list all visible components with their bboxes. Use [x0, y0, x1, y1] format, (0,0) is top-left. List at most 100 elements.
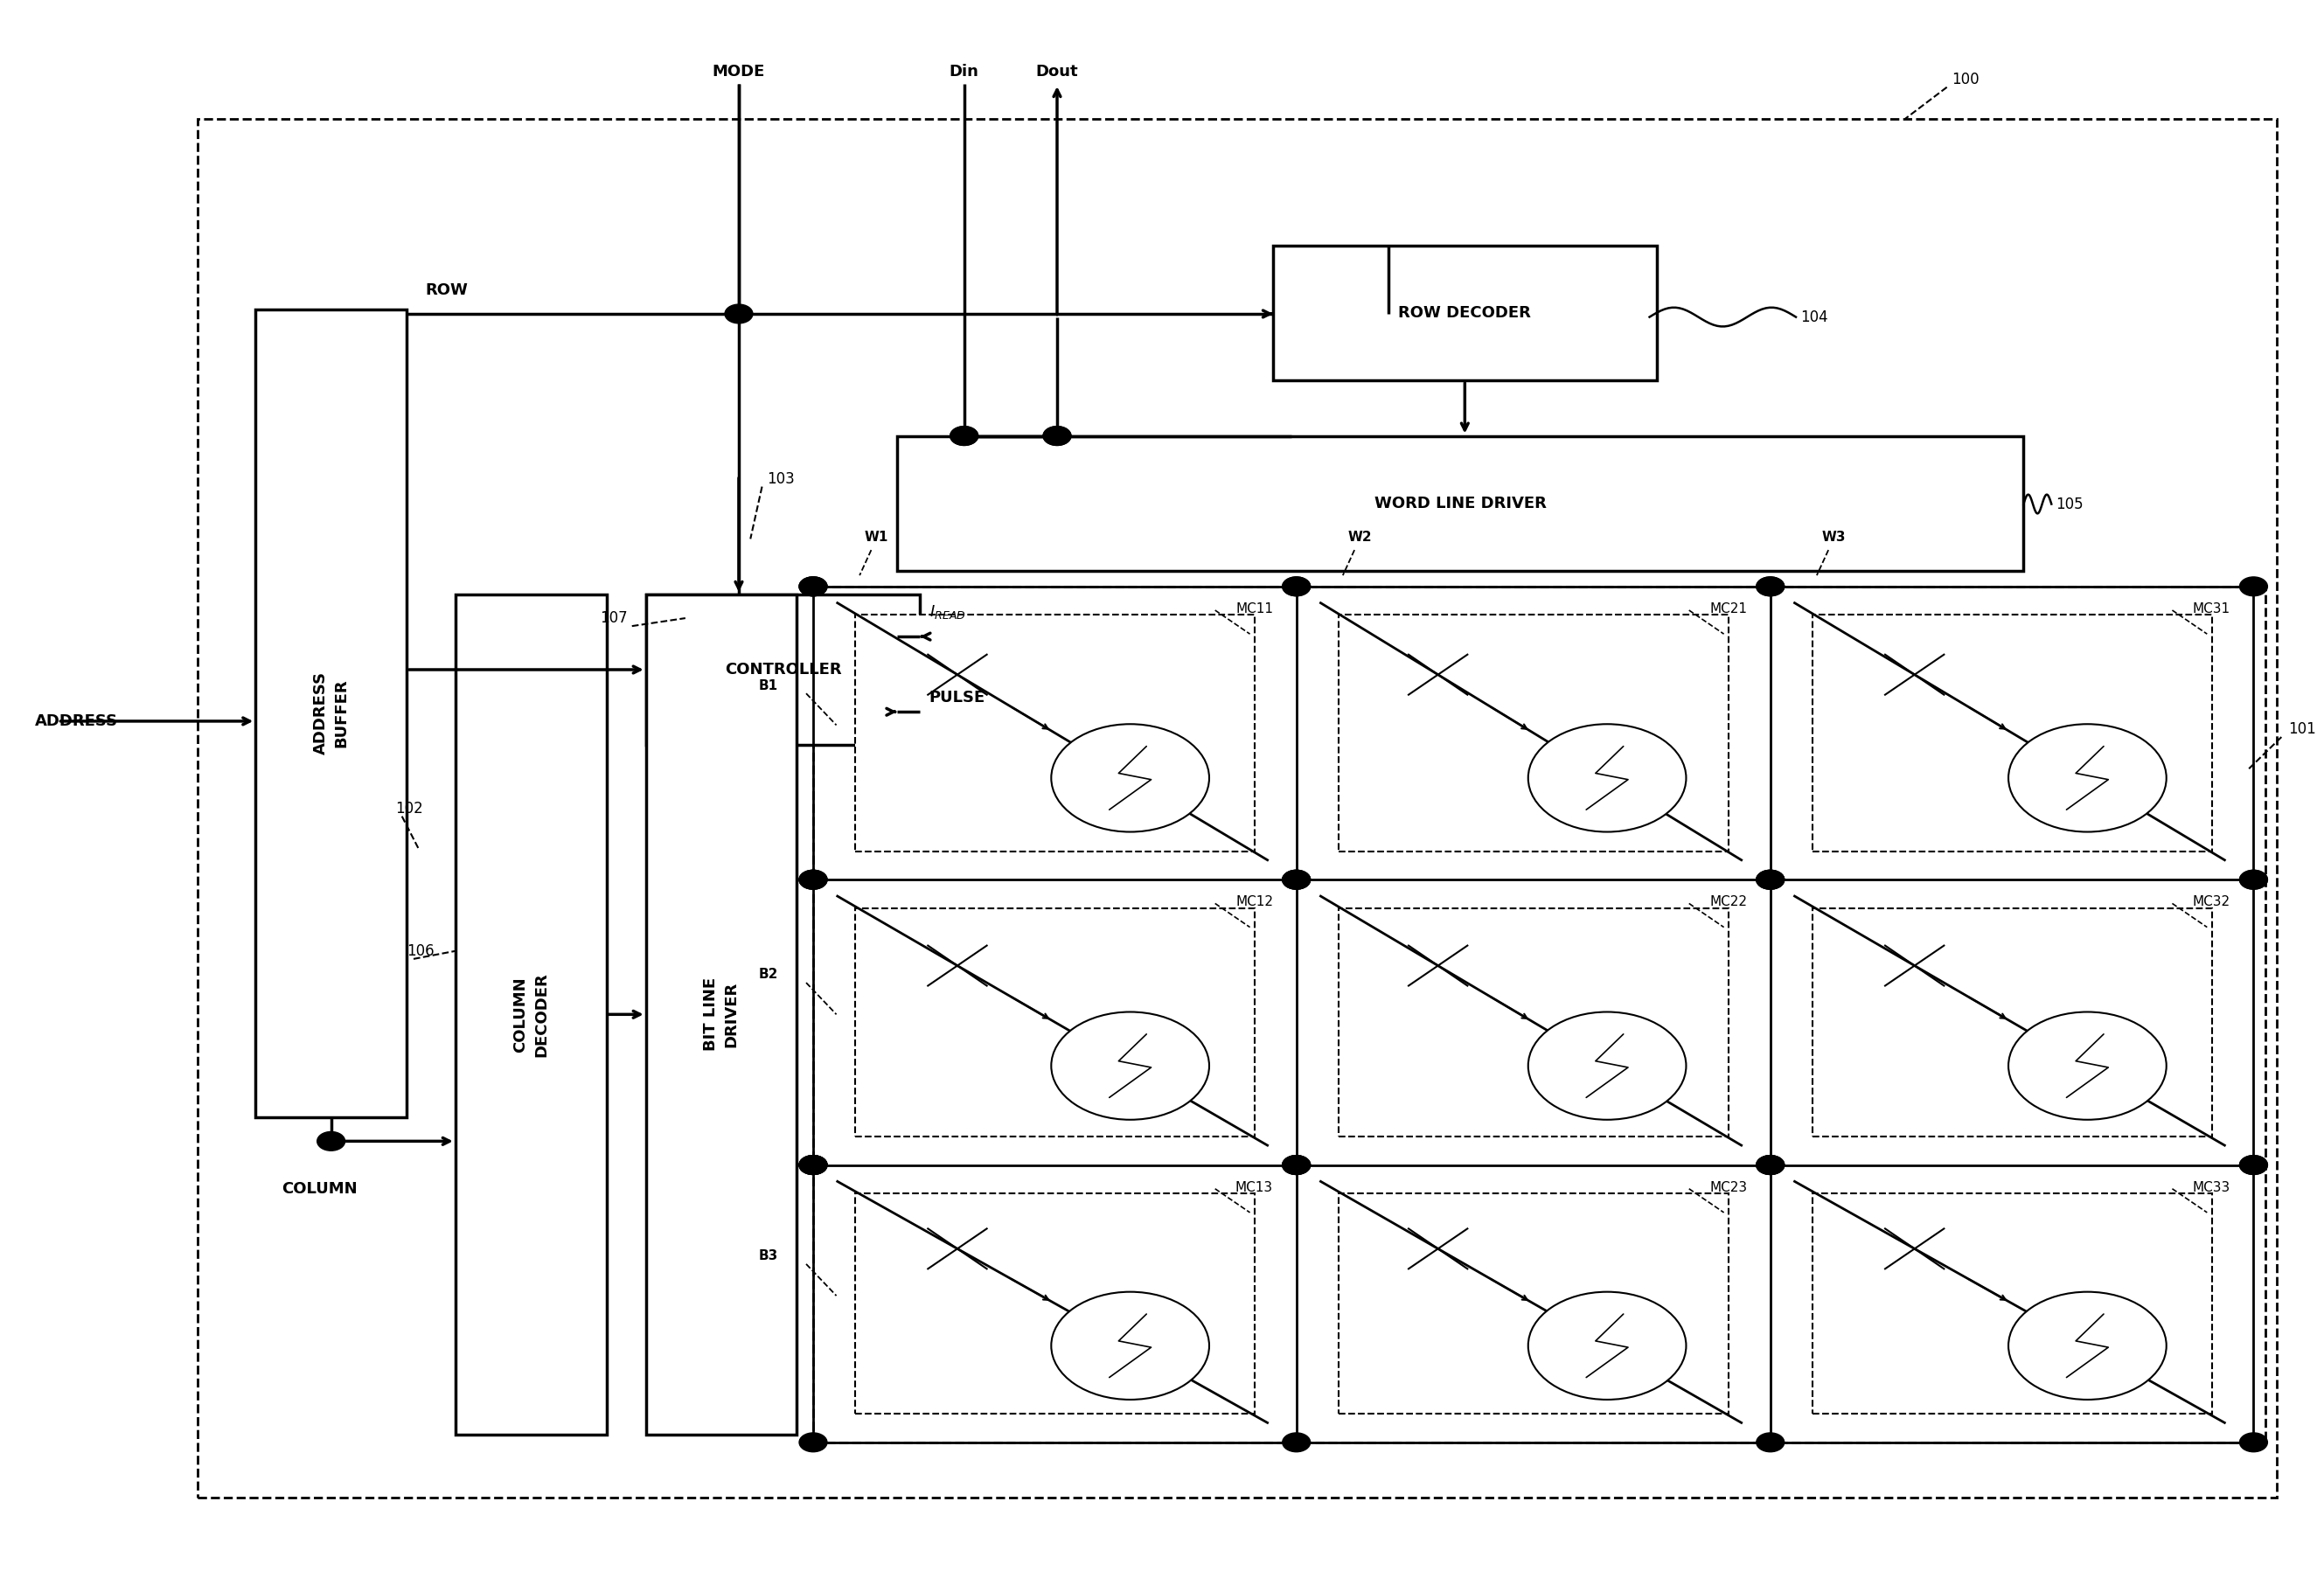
Text: MODE: MODE — [713, 63, 765, 79]
Circle shape — [799, 1155, 827, 1174]
Text: MC22: MC22 — [1710, 896, 1748, 908]
Text: 103: 103 — [767, 471, 795, 487]
Text: PULSE: PULSE — [930, 689, 985, 705]
Bar — [1339, 1194, 1729, 1414]
Circle shape — [1757, 1433, 1785, 1452]
Circle shape — [725, 304, 753, 323]
Text: W3: W3 — [1822, 531, 1845, 544]
Text: MC33: MC33 — [2192, 1181, 2231, 1194]
Bar — [646, 594, 920, 745]
Circle shape — [799, 577, 827, 596]
Circle shape — [2240, 870, 2268, 889]
Text: B1: B1 — [760, 678, 779, 693]
Circle shape — [799, 870, 827, 889]
Bar — [855, 1194, 1255, 1414]
Text: Dout: Dout — [1037, 63, 1078, 79]
Circle shape — [1757, 1155, 1785, 1174]
Circle shape — [951, 426, 978, 445]
Text: MC11: MC11 — [1236, 602, 1274, 615]
Text: MC21: MC21 — [1710, 602, 1748, 615]
Circle shape — [799, 870, 827, 889]
Circle shape — [1283, 1155, 1311, 1174]
Bar — [1339, 908, 1729, 1136]
Text: Din: Din — [948, 63, 978, 79]
Circle shape — [2008, 724, 2166, 832]
Text: MC13: MC13 — [1236, 1181, 1274, 1194]
Circle shape — [799, 870, 827, 889]
Circle shape — [1529, 724, 1687, 832]
Circle shape — [1283, 577, 1311, 596]
Circle shape — [1283, 1155, 1311, 1174]
Circle shape — [1050, 1011, 1208, 1119]
Bar — [1813, 615, 2212, 851]
Circle shape — [1757, 577, 1785, 596]
Text: ADDRESS
BUFFER: ADDRESS BUFFER — [314, 672, 349, 754]
Text: BIT LINE
DRIVER: BIT LINE DRIVER — [704, 978, 739, 1051]
Text: 101: 101 — [2289, 721, 2317, 737]
Bar — [1274, 246, 1657, 380]
Text: 102: 102 — [395, 800, 423, 816]
Circle shape — [1757, 870, 1785, 889]
Circle shape — [1757, 870, 1785, 889]
Circle shape — [1529, 1292, 1687, 1400]
Text: 100: 100 — [1952, 71, 1980, 87]
Bar — [1339, 615, 1729, 851]
Circle shape — [2240, 1155, 2268, 1174]
Circle shape — [2240, 577, 2268, 596]
Bar — [646, 594, 797, 1434]
Text: 106: 106 — [407, 943, 435, 959]
Circle shape — [2008, 1011, 2166, 1119]
Circle shape — [799, 1155, 827, 1174]
Circle shape — [1757, 870, 1785, 889]
Circle shape — [799, 1155, 827, 1174]
Circle shape — [2240, 870, 2268, 889]
Text: ROW: ROW — [425, 282, 467, 298]
Circle shape — [1043, 426, 1071, 445]
Circle shape — [1283, 1433, 1311, 1452]
Circle shape — [1043, 426, 1071, 445]
Text: MC12: MC12 — [1236, 896, 1274, 908]
Bar — [1813, 908, 2212, 1136]
Bar — [456, 594, 607, 1434]
Text: MC31: MC31 — [2192, 602, 2231, 615]
Circle shape — [799, 1155, 827, 1174]
Circle shape — [1050, 724, 1208, 832]
Text: COLUMN
DECODER: COLUMN DECODER — [514, 972, 548, 1057]
Circle shape — [316, 1132, 344, 1151]
Text: W1: W1 — [865, 531, 888, 544]
Circle shape — [1283, 1155, 1311, 1174]
Text: $I_{READ}$: $I_{READ}$ — [930, 604, 967, 621]
Circle shape — [1050, 1292, 1208, 1400]
Circle shape — [951, 426, 978, 445]
Circle shape — [799, 1433, 827, 1452]
Bar — [1813, 1194, 2212, 1414]
Circle shape — [1757, 1155, 1785, 1174]
Text: 107: 107 — [600, 610, 627, 626]
Circle shape — [1283, 870, 1311, 889]
Text: 105: 105 — [2057, 496, 2085, 512]
Circle shape — [1283, 870, 1311, 889]
Text: MC32: MC32 — [2192, 896, 2231, 908]
Circle shape — [1529, 1011, 1687, 1119]
Bar — [198, 119, 2278, 1498]
Text: WORD LINE DRIVER: WORD LINE DRIVER — [1373, 496, 1545, 510]
Bar — [897, 436, 2024, 571]
Text: B2: B2 — [758, 968, 779, 981]
Text: 104: 104 — [1801, 309, 1829, 325]
Text: COLUMN: COLUMN — [281, 1181, 358, 1197]
Circle shape — [2008, 1292, 2166, 1400]
Text: B3: B3 — [760, 1249, 779, 1263]
Bar — [855, 615, 1255, 851]
Circle shape — [2240, 1433, 2268, 1452]
Text: CONTROLLER: CONTROLLER — [725, 663, 841, 677]
Circle shape — [2240, 1155, 2268, 1174]
Circle shape — [799, 577, 827, 596]
Text: ADDRESS: ADDRESS — [35, 713, 119, 729]
Text: ROW DECODER: ROW DECODER — [1399, 306, 1532, 320]
Circle shape — [1757, 1155, 1785, 1174]
Text: MC23: MC23 — [1710, 1181, 1748, 1194]
Bar — [855, 908, 1255, 1136]
Circle shape — [1283, 870, 1311, 889]
Bar — [813, 586, 2266, 1442]
Circle shape — [1757, 577, 1785, 596]
